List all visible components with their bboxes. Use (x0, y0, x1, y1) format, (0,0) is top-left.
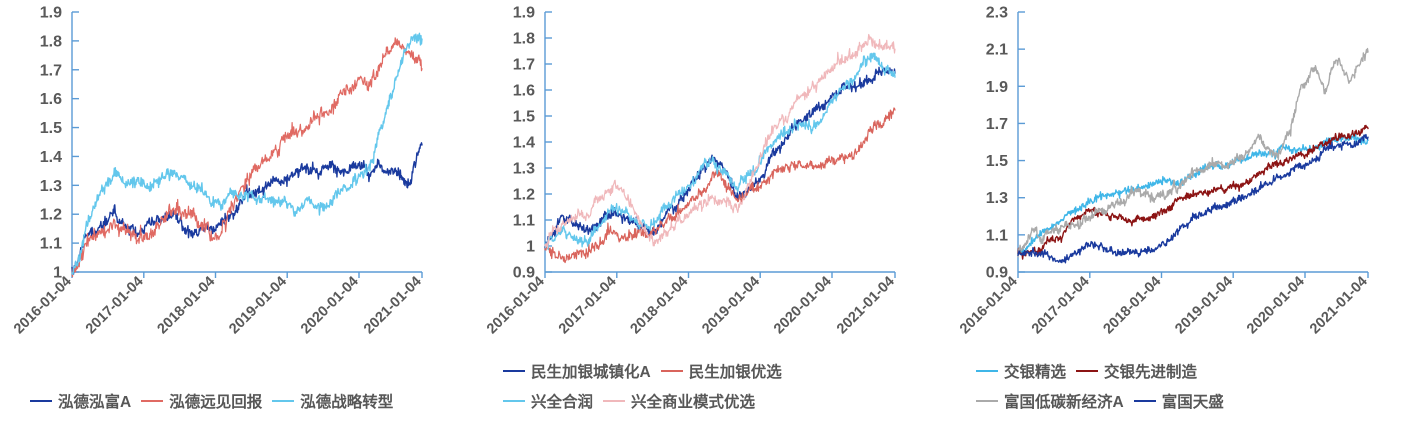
svg-text:2.1: 2.1 (986, 42, 1008, 59)
svg-text:1.1: 1.1 (40, 236, 62, 253)
svg-text:1.9: 1.9 (986, 79, 1008, 96)
svg-text:1.3: 1.3 (986, 190, 1008, 207)
svg-text:2016-01-04: 2016-01-04 (11, 274, 75, 338)
svg-text:2017-01-04: 2017-01-04 (556, 274, 620, 338)
svg-text:1.6: 1.6 (513, 83, 535, 100)
svg-text:2019-01-04: 2019-01-04 (699, 274, 763, 338)
svg-text:1.4: 1.4 (513, 135, 535, 152)
svg-text:1: 1 (526, 239, 535, 256)
svg-text:1.9: 1.9 (40, 5, 62, 22)
svg-text:2021-01-04: 2021-01-04 (1307, 274, 1371, 338)
svg-text:2020-01-04: 2020-01-04 (298, 274, 362, 338)
svg-text:1.5: 1.5 (986, 153, 1008, 170)
svg-text:2016-01-04: 2016-01-04 (957, 274, 1021, 338)
svg-text:1.8: 1.8 (40, 33, 62, 50)
svg-text:2020-01-04: 2020-01-04 (771, 274, 835, 338)
svg-text:1.7: 1.7 (513, 57, 535, 74)
svg-text:1.1: 1.1 (513, 213, 535, 230)
svg-text:1.3: 1.3 (513, 161, 535, 178)
svg-text:1.7: 1.7 (986, 116, 1008, 133)
svg-text:1.9: 1.9 (513, 5, 535, 22)
svg-text:1.1: 1.1 (986, 227, 1008, 244)
svg-text:2.3: 2.3 (986, 5, 1008, 22)
svg-text:2017-01-04: 2017-01-04 (83, 274, 147, 338)
svg-text:2017-01-04: 2017-01-04 (1029, 274, 1093, 338)
svg-text:1.5: 1.5 (513, 109, 535, 126)
svg-text:2019-01-04: 2019-01-04 (1172, 274, 1236, 338)
svg-text:2016-01-04: 2016-01-04 (484, 274, 548, 338)
svg-text:2020-01-04: 2020-01-04 (1244, 274, 1308, 338)
svg-text:2018-01-04: 2018-01-04 (628, 274, 692, 338)
svg-text:1.4: 1.4 (40, 149, 62, 166)
svg-text:2019-01-04: 2019-01-04 (226, 274, 290, 338)
svg-text:2021-01-04: 2021-01-04 (361, 274, 425, 338)
svg-text:1.6: 1.6 (40, 91, 62, 108)
svg-text:1.2: 1.2 (40, 207, 62, 224)
svg-text:1.5: 1.5 (40, 120, 62, 137)
svg-text:2021-01-04: 2021-01-04 (834, 274, 898, 338)
svg-text:1.2: 1.2 (513, 187, 535, 204)
svg-text:1.7: 1.7 (40, 62, 62, 79)
svg-text:1.8: 1.8 (513, 31, 535, 48)
svg-text:2018-01-04: 2018-01-04 (155, 274, 219, 338)
svg-text:1.3: 1.3 (40, 178, 62, 195)
svg-text:2018-01-04: 2018-01-04 (1101, 274, 1165, 338)
